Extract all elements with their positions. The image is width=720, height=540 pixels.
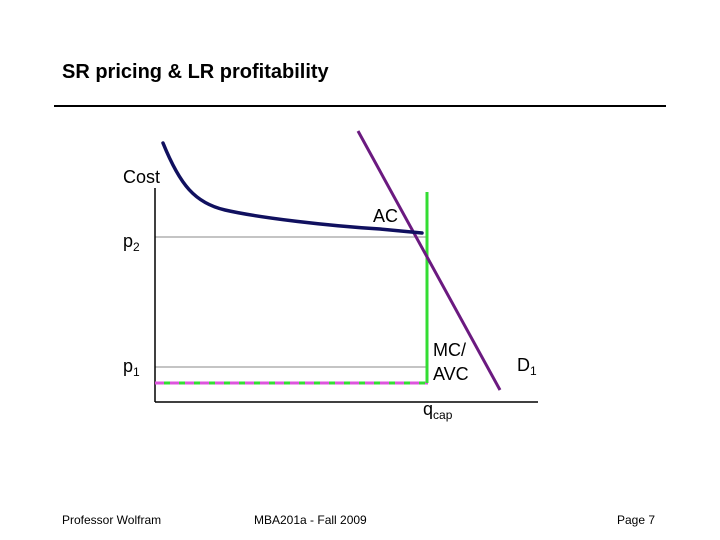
- ac-label: AC: [373, 206, 398, 226]
- demand-curve: [356, 130, 502, 391]
- p2-label: p2: [123, 231, 140, 254]
- footer-page-number: Page 7: [617, 513, 656, 527]
- demand-label: D1: [517, 355, 537, 378]
- title-divider: [54, 105, 666, 107]
- y-axis-label: Cost: [123, 167, 160, 187]
- mc-avc-label-line2: AVC: [433, 364, 469, 384]
- footer-course: MBA201a - Fall 2009: [254, 513, 367, 527]
- ac-curve: [161, 141, 424, 235]
- qcap-label: qcap: [423, 399, 453, 422]
- mc-avc-label-line1: MC/: [433, 340, 466, 360]
- slide-title: SR pricing & LR profitability: [62, 61, 329, 83]
- footer-author: Professor Wolfram: [62, 513, 162, 527]
- p1-label: p1: [123, 356, 140, 379]
